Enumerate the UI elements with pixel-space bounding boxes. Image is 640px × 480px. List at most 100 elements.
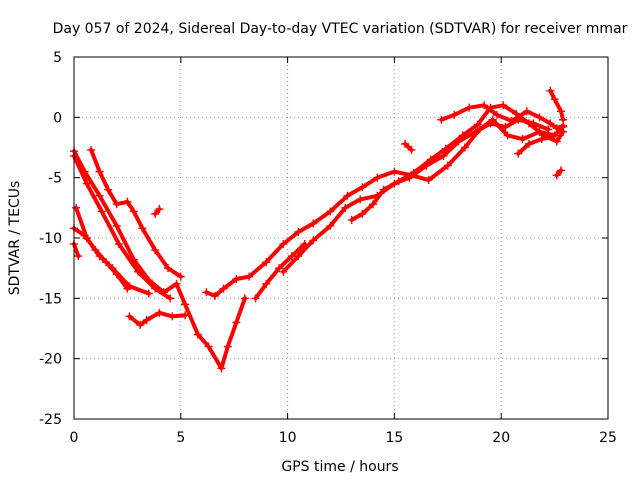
data-point — [80, 231, 89, 240]
data-point — [356, 195, 365, 204]
data-point — [503, 131, 512, 140]
series-line — [516, 134, 555, 156]
data-point — [358, 209, 367, 218]
data-point — [262, 258, 271, 267]
series-track-n — [514, 132, 557, 158]
series-line — [72, 226, 130, 291]
series-track-b — [70, 151, 175, 303]
data-point — [163, 264, 172, 273]
data-point — [95, 167, 104, 176]
y-tick-label: -15 — [39, 291, 62, 307]
series-track-o — [552, 166, 566, 180]
data-point — [87, 145, 96, 154]
data-point — [300, 240, 309, 249]
y-tick-label: -10 — [39, 231, 62, 247]
series-track-p — [401, 139, 416, 154]
data-point — [172, 279, 181, 288]
y-tick-label: -20 — [39, 352, 62, 368]
series-track-m — [546, 86, 568, 124]
data-point — [409, 168, 418, 177]
data-point — [134, 267, 143, 276]
data-point — [223, 342, 232, 351]
series-track-f — [70, 240, 83, 261]
data-point — [486, 119, 495, 128]
series-line — [153, 207, 162, 216]
series-line — [281, 117, 551, 274]
data-point — [379, 185, 388, 194]
data-point — [138, 224, 147, 233]
data-point — [522, 107, 531, 116]
data-point — [492, 110, 501, 119]
series-line — [127, 310, 188, 327]
chart-title: Day 057 of 2024, Sidereal Day-to-day VTE… — [53, 21, 628, 37]
data-point — [471, 127, 480, 136]
data-point — [275, 264, 284, 273]
data-point — [287, 252, 296, 261]
data-point — [219, 284, 228, 293]
series-track-l — [437, 101, 568, 133]
data-point — [507, 116, 516, 125]
data-point — [151, 284, 160, 293]
y-tick-label: 0 — [53, 110, 62, 126]
data-point — [309, 236, 318, 245]
data-point — [550, 95, 559, 104]
series-line — [548, 88, 566, 122]
data-point — [557, 166, 566, 175]
data-point — [552, 124, 561, 133]
data-point — [210, 291, 219, 300]
data-point — [166, 294, 175, 303]
y-axis-label: SDTVAR / TECUs — [7, 181, 23, 296]
series-track-q — [151, 205, 164, 218]
data-point — [114, 240, 123, 249]
y-tick-label: -25 — [39, 412, 62, 428]
data-point — [480, 101, 489, 110]
data-point — [465, 103, 474, 112]
data-point — [347, 215, 356, 224]
data-point — [326, 207, 335, 216]
data-point — [390, 167, 399, 176]
data-point — [546, 119, 555, 128]
x-tick-label: 25 — [599, 430, 617, 446]
series-track-j — [251, 240, 309, 303]
data-point — [514, 149, 523, 158]
data-point — [104, 185, 113, 194]
data-point — [548, 132, 557, 141]
series-track-h — [202, 115, 568, 300]
data-point — [559, 115, 568, 124]
data-point — [123, 197, 132, 206]
data-point — [499, 101, 508, 110]
data-point — [369, 200, 378, 209]
data-point — [155, 205, 164, 214]
data-point — [518, 135, 527, 144]
series-line — [204, 117, 566, 298]
series-line — [89, 147, 183, 279]
y-tick-label: -5 — [48, 171, 62, 187]
data-point — [125, 312, 134, 321]
data-point — [552, 137, 561, 146]
data-point — [426, 155, 435, 164]
data-point — [151, 209, 160, 218]
data-point — [176, 272, 185, 281]
data-point — [326, 221, 335, 230]
data-point — [279, 240, 288, 249]
series-track-g — [125, 308, 190, 329]
data-point — [97, 207, 106, 216]
data-point — [552, 171, 561, 180]
data-point — [136, 320, 145, 329]
data-point — [82, 179, 91, 188]
y-tick-label: 5 — [53, 50, 62, 66]
x-tick-label: 0 — [70, 430, 79, 446]
data-point — [373, 173, 382, 182]
series-line — [403, 141, 414, 152]
data-point — [343, 191, 352, 200]
data-point — [181, 300, 190, 309]
data-point — [535, 113, 544, 122]
data-point — [144, 289, 153, 298]
data-point — [437, 115, 446, 124]
data-point — [294, 227, 303, 236]
data-point — [204, 342, 213, 351]
x-axis-label: GPS time / hours — [281, 459, 398, 475]
data-point — [460, 143, 469, 152]
data-point — [358, 183, 367, 192]
axis-layer: 0 5 10 15 20 25 -25 -20 -15 -10 -5 0 5 — [39, 50, 617, 446]
